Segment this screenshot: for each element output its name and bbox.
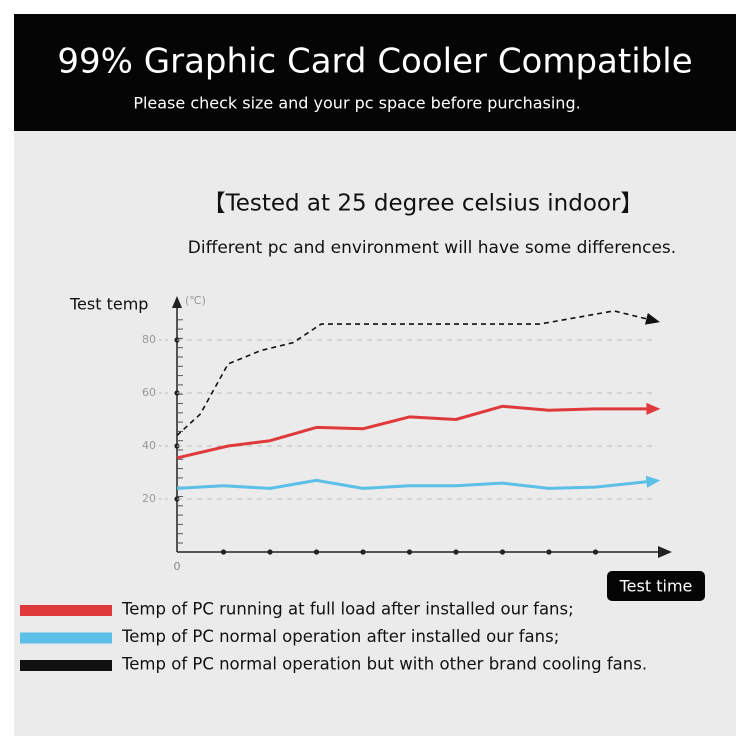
annotation: 【Tested at 25 degree celsius indoor】 — [203, 191, 644, 217]
title: 99% Graphic Card Cooler Compatible — [57, 42, 692, 82]
annotation: Different pc and environment will have s… — [188, 238, 676, 258]
y-axis-arrow — [172, 296, 182, 308]
y-tick-label: 80 — [142, 333, 156, 346]
series-line — [176, 310, 647, 436]
x-axis-label: Test time — [619, 577, 693, 596]
x-label-box — [607, 571, 705, 601]
subtitle: Please check size and your pc space befo… — [133, 94, 580, 113]
legend-swatch — [20, 605, 112, 616]
series-line — [176, 404, 647, 460]
x-axis-dot — [313, 549, 320, 555]
y-tick-label: 60 — [142, 386, 156, 399]
legend-swatch — [20, 660, 112, 671]
x-axis-dot — [592, 549, 599, 555]
x-axis-dot — [499, 549, 506, 555]
series-line — [176, 478, 647, 490]
panel — [14, 130, 736, 736]
y-tick-label: 20 — [142, 492, 156, 505]
series-arrow — [644, 312, 661, 325]
x-axis-dot — [406, 549, 413, 555]
legend-label: Temp of PC running at full load after in… — [121, 600, 574, 619]
legend-label: Temp of PC normal operation but with oth… — [121, 655, 647, 674]
legend-swatch — [20, 632, 112, 644]
legend-label: Temp of PC normal operation after instal… — [121, 627, 559, 646]
x-axis-dot — [546, 549, 552, 555]
x-axis-arrow — [658, 546, 672, 558]
y-tick-label: 0 — [174, 560, 181, 573]
series-arrow — [645, 475, 661, 488]
y-axis-unit: (℃) — [185, 294, 206, 307]
y-tick-label: 40 — [142, 439, 156, 452]
y-axis-label: Test temp — [69, 295, 148, 314]
x-axis-dot — [360, 549, 366, 555]
header — [14, 14, 736, 131]
x-axis-dot — [267, 549, 273, 555]
series-arrow — [646, 402, 661, 415]
x-axis-dot — [453, 549, 459, 555]
x-axis-dot — [220, 549, 227, 555]
